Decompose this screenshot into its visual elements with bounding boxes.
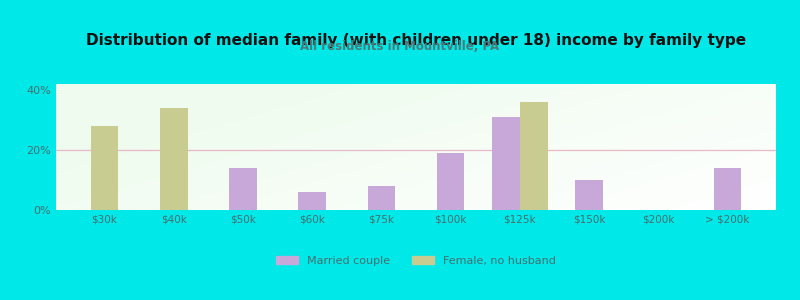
Bar	[367, 186, 395, 210]
Bar	[160, 108, 187, 210]
Title: Distribution of median family (with children under 18) income by family type: Distribution of median family (with chil…	[86, 33, 746, 48]
Legend: Married couple, Female, no husband: Married couple, Female, no husband	[271, 251, 561, 270]
Bar	[229, 168, 257, 210]
Text: All residents in Mountville, PA: All residents in Mountville, PA	[301, 40, 499, 53]
Bar	[520, 102, 547, 210]
Bar	[714, 168, 742, 210]
Bar	[90, 126, 118, 210]
Bar	[575, 180, 603, 210]
Bar	[492, 117, 520, 210]
Bar	[298, 192, 326, 210]
Bar	[437, 153, 465, 210]
